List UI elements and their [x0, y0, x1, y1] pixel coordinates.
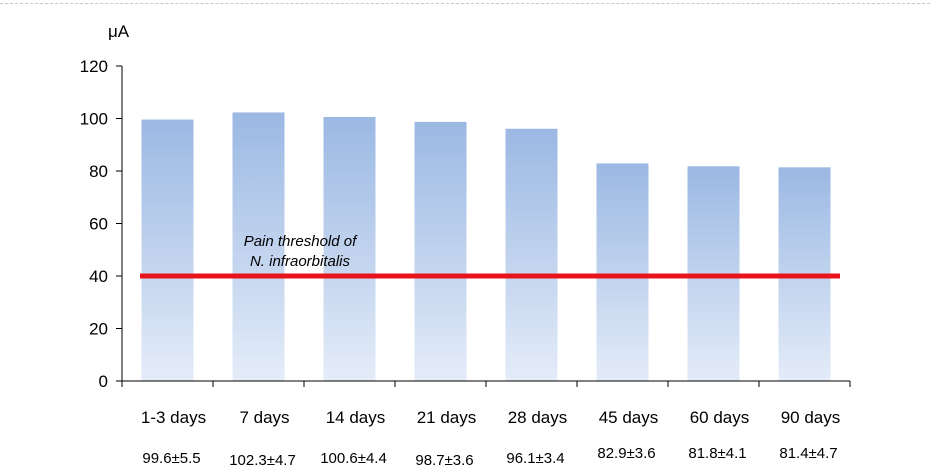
y-axis-unit-label: μA — [108, 22, 130, 41]
category-label: 1-3 days — [141, 408, 206, 427]
category-label: 28 days — [508, 408, 568, 427]
category-label: 60 days — [690, 408, 750, 427]
y-tick-label: 40 — [89, 267, 108, 286]
value-label: 81.4±4.7 — [779, 445, 837, 462]
bar-5 — [505, 128, 558, 381]
threshold-label-line1: Pain threshold of — [244, 233, 358, 250]
value-label: 99.6±5.5 — [142, 450, 200, 467]
category-label: 14 days — [326, 408, 386, 427]
category-label: 21 days — [417, 408, 477, 427]
value-label: 98.7±3.6 — [415, 452, 473, 469]
threshold-label-line2: N. infraorbitalis — [250, 253, 351, 270]
value-label: 82.9±3.6 — [597, 445, 655, 462]
bar-2 — [232, 112, 285, 382]
value-label: 96.1±3.4 — [506, 450, 564, 467]
y-tick-label: 120 — [80, 57, 108, 76]
y-tick-label: 20 — [89, 320, 108, 339]
value-label: 102.3±4.7 — [229, 452, 296, 469]
category-label: 45 days — [599, 408, 659, 427]
y-tick-label: 80 — [89, 162, 108, 181]
bar-4 — [414, 121, 467, 381]
bar-1 — [141, 119, 194, 382]
bar-6 — [596, 163, 649, 381]
y-tick-label: 0 — [99, 372, 108, 391]
value-label: 100.6±4.4 — [320, 450, 387, 467]
y-tick-label: 60 — [89, 215, 108, 234]
bar-3 — [323, 116, 376, 382]
category-label: 90 days — [781, 408, 841, 427]
value-label: 81.8±4.1 — [688, 445, 746, 462]
category-label: 7 days — [239, 408, 289, 427]
y-tick-label: 100 — [80, 110, 108, 129]
top-dashed-border — [0, 3, 930, 4]
